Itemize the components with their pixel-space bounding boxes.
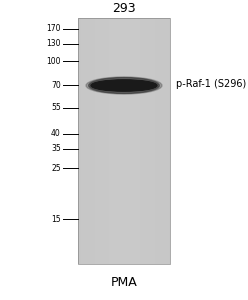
Text: PMA: PMA	[111, 275, 137, 289]
Ellipse shape	[86, 77, 162, 94]
Text: 293: 293	[112, 2, 136, 16]
Text: 55: 55	[51, 103, 61, 112]
Bar	[78, 18, 170, 264]
Text: 70: 70	[51, 81, 61, 90]
Text: 15: 15	[51, 214, 61, 224]
Text: 100: 100	[46, 57, 61, 66]
Text: 35: 35	[51, 144, 61, 153]
Ellipse shape	[91, 80, 157, 91]
Text: 170: 170	[46, 24, 61, 33]
Text: 25: 25	[51, 164, 61, 172]
Text: 130: 130	[46, 39, 61, 48]
Ellipse shape	[89, 78, 159, 93]
Text: p-Raf-1 (S296): p-Raf-1 (S296)	[176, 79, 246, 89]
Text: 40: 40	[51, 129, 61, 138]
